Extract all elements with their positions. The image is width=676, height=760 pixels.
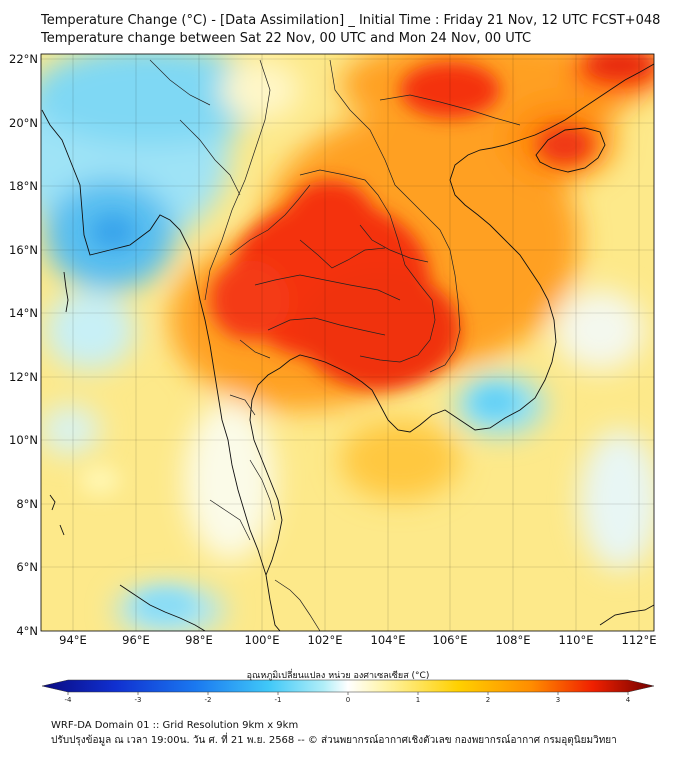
lat-tick-label: 14°N [9, 306, 38, 320]
lon-tick-label: 112°E [622, 633, 657, 647]
colorbar-tick-label: 1 [416, 696, 420, 704]
lon-tick-label: 102°E [308, 633, 343, 647]
colorbar-tick-label: 2 [486, 696, 490, 704]
colorbar-tick-label: 0 [346, 696, 350, 704]
colorbar-tick-label: -2 [205, 696, 212, 704]
colorbar-label: อุณหภูมิเปลี่ยนแปลง หน่วย องศาเซลเซียส (… [246, 671, 430, 681]
footer-line-1: WRF-DA Domain 01 :: Grid Resolution 9km … [51, 720, 299, 731]
lat-tick-label: 16°N [9, 243, 38, 257]
footer-line-2: ปรับปรุงข้อมูล ณ เวลา 19:00น. วัน ศ. ที่… [51, 735, 617, 746]
graticule [41, 54, 654, 631]
footer: WRF-DA Domain 01 :: Grid Resolution 9km … [51, 718, 617, 748]
lon-tick-label: 96°E [122, 633, 150, 647]
map-subtitle: Temperature change between Sat 22 Nov, 0… [41, 31, 532, 46]
map-frame [40, 53, 655, 632]
colorbar-tick-label: -4 [65, 696, 73, 704]
colorbar-ticks: -4 -3 -2 -1 0 1 2 3 4 [65, 692, 631, 704]
lon-tick-label: 108°E [496, 633, 531, 647]
coastlines [41, 63, 654, 631]
colorbar: -4 -3 -2 -1 0 1 2 3 4 [41, 679, 655, 704]
lat-tick-label: 4°N [16, 624, 38, 638]
colorbar-tick-label: 3 [556, 696, 560, 704]
lon-tick-label: 104°E [371, 633, 406, 647]
lon-tick-label: 106°E [433, 633, 468, 647]
colorbar-tick-label: -1 [275, 696, 282, 704]
lat-tick-label: 22°N [9, 52, 38, 66]
lat-tick-label: 8°N [16, 497, 38, 511]
temperature-field [41, 54, 654, 631]
lon-tick-label: 98°E [185, 633, 213, 647]
map-title: Temperature Change (°C) - [Data Assimila… [41, 13, 661, 28]
lat-tick-label: 18°N [9, 179, 38, 193]
colorbar-tick-label: -3 [135, 696, 142, 704]
colorbar-tick-label: 4 [626, 696, 631, 704]
lon-tick-label: 100°E [245, 633, 280, 647]
lat-tick-label: 10°N [9, 433, 38, 447]
axis-labels: 94°E 96°E 98°E 100°E 102°E 104°E 106°E 1… [9, 52, 656, 647]
lat-tick-label: 6°N [16, 560, 38, 574]
lat-tick-label: 20°N [9, 116, 38, 130]
lat-tick-label: 12°N [9, 370, 38, 384]
country-borders [149, 59, 521, 631]
lon-tick-label: 94°E [59, 633, 87, 647]
map-title-block: Temperature Change (°C) - [Data Assimila… [41, 12, 660, 48]
lon-tick-label: 110°E [559, 633, 594, 647]
